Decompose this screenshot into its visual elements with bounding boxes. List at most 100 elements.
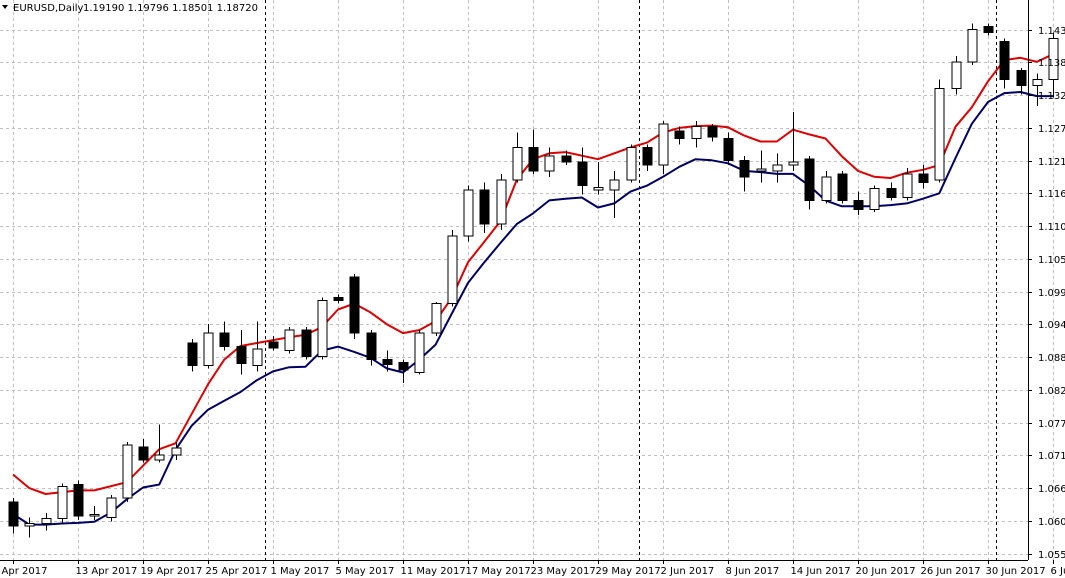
candle bbox=[739, 156, 750, 192]
candle-body-bull bbox=[106, 497, 117, 519]
candle-body-bear bbox=[577, 161, 588, 187]
candle bbox=[626, 144, 637, 183]
candle-body-bull bbox=[284, 329, 295, 352]
candle-body-bear bbox=[707, 126, 718, 138]
price-tick-label: 1.1106 bbox=[1038, 222, 1065, 233]
candle bbox=[106, 495, 117, 522]
time-tick-label: 20 Jun 2017 bbox=[856, 566, 916, 577]
ma-fast-line bbox=[12, 53, 1054, 495]
candle bbox=[171, 442, 182, 460]
chart-header: EURUSD,Daily 1.19190 1.19796 1.18501 1.1… bbox=[2, 3, 258, 14]
candle bbox=[8, 498, 19, 534]
candle-body-bull bbox=[756, 168, 767, 172]
candle bbox=[122, 442, 133, 503]
price-tick-label: 1.1273 bbox=[1038, 124, 1065, 135]
candle bbox=[463, 185, 474, 242]
candle-body-bear bbox=[723, 138, 734, 161]
price-tick-label: 1.0829 bbox=[1038, 386, 1065, 397]
candle bbox=[431, 301, 442, 336]
candle bbox=[609, 170, 620, 219]
candle-body-bear bbox=[804, 158, 815, 201]
candle-body-bear bbox=[73, 484, 84, 517]
candle bbox=[1048, 32, 1059, 98]
candle-body-bear bbox=[268, 341, 279, 349]
candle bbox=[414, 330, 425, 375]
candle bbox=[252, 321, 263, 372]
dropdown-triangle-icon[interactable] bbox=[2, 5, 8, 9]
ohlc-readout: 1.19190 1.19796 1.18501 1.18720 bbox=[83, 3, 258, 14]
price-tick-label: 1.0940 bbox=[1038, 320, 1065, 331]
candle-body-bull bbox=[902, 173, 913, 198]
candle bbox=[317, 297, 328, 360]
time-tick-label: 23 May 2017 bbox=[531, 566, 596, 577]
candle-body-bear bbox=[138, 446, 149, 461]
candle bbox=[967, 23, 978, 65]
candle bbox=[1016, 67, 1027, 95]
candle bbox=[951, 56, 962, 95]
price-tick-label: 1.1439 bbox=[1038, 26, 1065, 37]
axes bbox=[0, 0, 1029, 561]
candle-body-bull bbox=[658, 123, 669, 166]
time-tick-label: 8 Jun 2017 bbox=[726, 566, 780, 577]
candle-body-bull bbox=[593, 186, 604, 191]
symbol-label: EURUSD,Daily bbox=[13, 3, 84, 14]
candle-body-bull bbox=[967, 28, 978, 63]
candles bbox=[8, 23, 1059, 538]
candle-body-bear bbox=[236, 346, 247, 365]
candle-body-bull bbox=[414, 332, 425, 374]
candle-body-bull bbox=[951, 61, 962, 89]
candle bbox=[756, 150, 767, 183]
candle-body-bull bbox=[171, 447, 182, 456]
candle bbox=[999, 38, 1010, 89]
candle bbox=[284, 327, 295, 354]
candle-body-bull bbox=[821, 176, 832, 201]
candle-body-bull bbox=[626, 146, 637, 181]
candle-body-bull bbox=[122, 444, 133, 499]
grid bbox=[0, 0, 1054, 560]
time-tick-label: 7 Apr 2017 bbox=[0, 566, 47, 577]
time-tick-label: 5 May 2017 bbox=[336, 566, 395, 577]
candle bbox=[349, 274, 360, 339]
time-tick-label: 2 Jun 2017 bbox=[661, 566, 715, 577]
time-tick-label: 11 May 2017 bbox=[401, 566, 466, 577]
price-tick-label: 1.1162 bbox=[1038, 189, 1065, 200]
candle-body-bear bbox=[837, 173, 848, 201]
candle bbox=[723, 132, 734, 166]
candle bbox=[886, 182, 897, 201]
time-tick-label: 6 Jul 2017 bbox=[1051, 566, 1065, 577]
candle bbox=[512, 132, 523, 183]
candle bbox=[853, 191, 864, 216]
candle-body-bull bbox=[203, 332, 214, 366]
price-tick-label: 1.1328 bbox=[1038, 91, 1065, 102]
candle-body-bear bbox=[398, 362, 409, 371]
price-tick-label: 1.1384 bbox=[1038, 58, 1065, 69]
candle-body-bull bbox=[431, 303, 442, 334]
candle bbox=[1032, 73, 1043, 107]
candle bbox=[24, 517, 35, 538]
candle-body-bull bbox=[154, 454, 165, 461]
candle-body-bear bbox=[479, 189, 490, 225]
candle-body-bear bbox=[886, 188, 897, 198]
candle bbox=[593, 162, 604, 195]
price-tick-label: 1.0551 bbox=[1038, 550, 1065, 561]
time-tick-label: 14 Jun 2017 bbox=[791, 566, 851, 577]
candle bbox=[918, 165, 929, 189]
candle bbox=[73, 480, 84, 520]
ma-slow-line bbox=[12, 91, 1053, 526]
price-tick-label: 1.0884 bbox=[1038, 353, 1065, 364]
time-tick-label: 30 Jun 2017 bbox=[986, 566, 1046, 577]
candle-body-bear bbox=[8, 501, 19, 527]
candle bbox=[837, 170, 848, 204]
time-tick-label: 13 Apr 2017 bbox=[76, 566, 138, 577]
candle bbox=[479, 182, 490, 233]
candle bbox=[934, 79, 945, 183]
candle-body-bull bbox=[609, 179, 620, 191]
candle-body-bull bbox=[544, 155, 555, 172]
candle bbox=[382, 350, 393, 372]
candle-body-bear bbox=[642, 146, 653, 166]
candle bbox=[528, 129, 539, 174]
candle bbox=[57, 483, 68, 525]
candle-body-bear bbox=[301, 329, 312, 358]
